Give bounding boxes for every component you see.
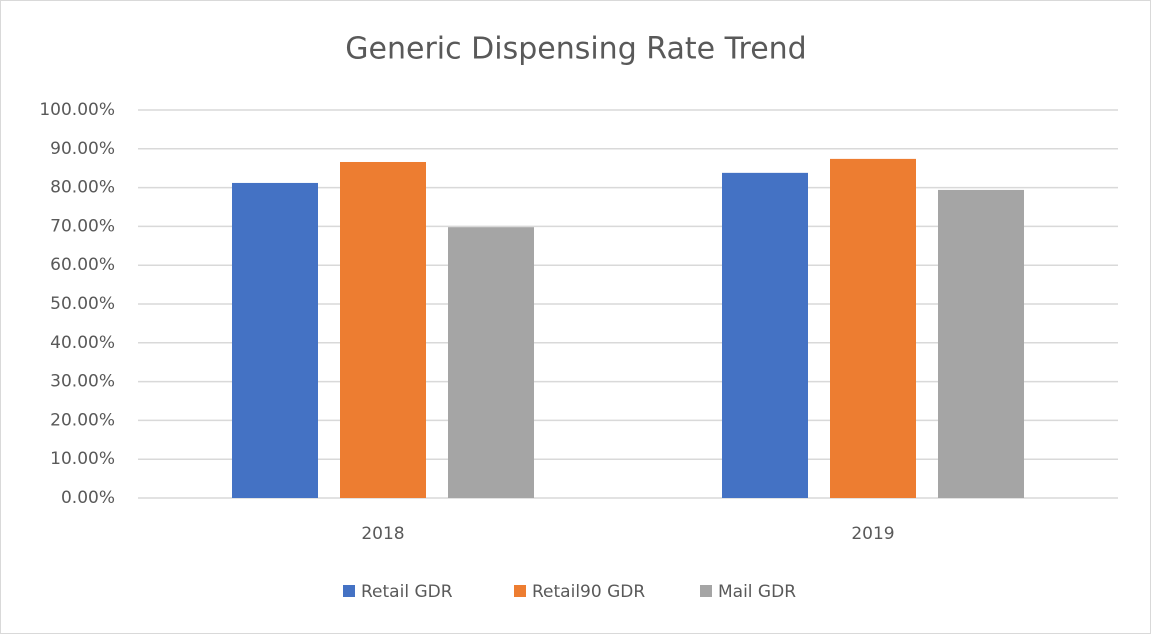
chart-title: Generic Dispensing Rate Trend xyxy=(345,32,806,67)
y-tick-label: 90.00% xyxy=(50,139,115,159)
y-tick-label: 30.00% xyxy=(50,372,115,392)
legend-swatch xyxy=(343,585,355,597)
y-tick-label: 50.00% xyxy=(50,294,115,314)
legend-label: Mail GDR xyxy=(718,582,796,602)
x-tick-label: 2019 xyxy=(851,524,894,544)
y-tick-label: 100.00% xyxy=(39,100,115,120)
y-tick-label: 0.00% xyxy=(61,488,115,508)
legend-label: Retail90 GDR xyxy=(532,582,645,602)
bar xyxy=(232,182,318,498)
bar xyxy=(722,172,808,498)
bar xyxy=(340,161,426,498)
bar xyxy=(830,158,916,498)
bar xyxy=(938,189,1024,499)
x-tick-label: 2018 xyxy=(361,524,404,544)
y-tick-label: 70.00% xyxy=(50,216,115,236)
bar xyxy=(448,227,534,498)
y-tick-label: 10.00% xyxy=(50,449,115,469)
y-tick-label: 60.00% xyxy=(50,255,115,275)
y-tick-label: 20.00% xyxy=(50,410,115,430)
y-tick-label: 40.00% xyxy=(50,333,115,353)
legend-swatch xyxy=(514,585,526,597)
legend-swatch xyxy=(700,585,712,597)
y-tick-label: 80.00% xyxy=(50,178,115,198)
legend-label: Retail GDR xyxy=(361,582,453,602)
